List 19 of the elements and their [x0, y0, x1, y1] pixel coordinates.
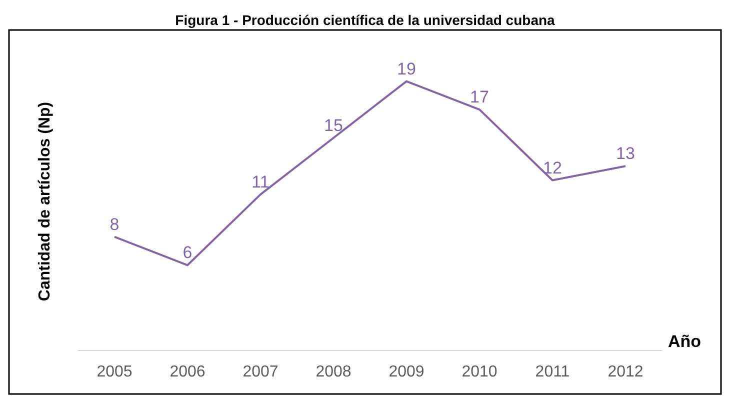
data-label: 17: [470, 88, 489, 107]
x-tick-label: 2009: [388, 364, 424, 380]
x-axis-title: Año: [668, 332, 702, 351]
x-tick-label: 2006: [170, 364, 206, 380]
x-tick-label: 2007: [242, 364, 278, 380]
x-tick-label: 2012: [608, 364, 644, 380]
x-tick-label: 2008: [316, 364, 352, 380]
chart-title: Figura 1 - Producción científica de la universidad cubana: [175, 12, 556, 28]
x-tick-label: 2011: [535, 364, 570, 380]
data-label: 15: [324, 116, 343, 135]
x-tick-label: 2010: [462, 364, 498, 380]
y-axis-title: Cantidad de artículos (Np): [36, 102, 54, 302]
data-label: 13: [616, 144, 635, 164]
data-label: 6: [182, 243, 192, 262]
x-tick-label: 2005: [96, 364, 132, 380]
data-label: 8: [110, 214, 120, 234]
data-label: 11: [252, 172, 270, 192]
data-label: 19: [397, 59, 416, 78]
data-label: 12: [543, 158, 562, 178]
